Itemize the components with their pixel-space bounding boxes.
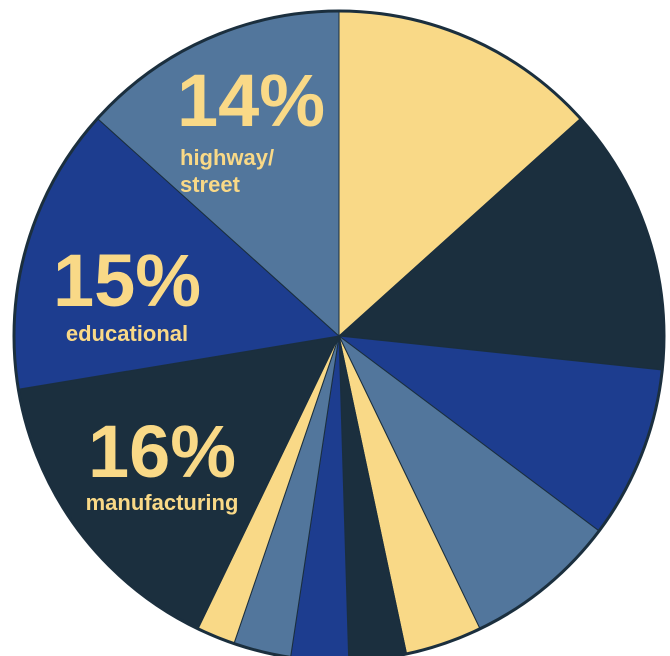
slice-category-label: educational — [66, 321, 188, 346]
slice-percent-label: 15% — [53, 239, 201, 322]
pie-outline — [12, 9, 666, 656]
slice-percent-label: 16% — [88, 410, 236, 493]
pie-slice-7 — [290, 335, 350, 656]
slice-percent-label: 14% — [177, 59, 325, 142]
pie-slices — [13, 10, 665, 656]
slice-category-label: highway/street — [180, 145, 274, 197]
pie-labels: 16%manufacturing 15%educational 14%highway… — [53, 59, 325, 515]
slice-category-label: manufacturing — [86, 490, 239, 515]
